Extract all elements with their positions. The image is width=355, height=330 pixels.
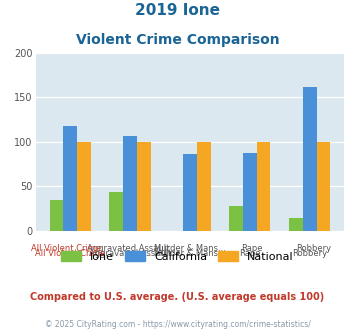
Bar: [303, 87, 317, 231]
Bar: [183, 154, 197, 231]
Bar: [137, 142, 151, 231]
Bar: [229, 206, 243, 231]
Text: © 2025 CityRating.com - https://www.cityrating.com/crime-statistics/: © 2025 CityRating.com - https://www.city…: [45, 320, 310, 329]
Bar: [77, 142, 91, 231]
Bar: [123, 136, 137, 231]
Bar: [50, 200, 63, 231]
Text: Murder & Mans...: Murder & Mans...: [154, 244, 226, 253]
Text: Robbery: Robbery: [292, 249, 327, 258]
Text: Aggravated Assault: Aggravated Assault: [87, 244, 169, 253]
Text: Robbery: Robbery: [296, 244, 331, 253]
Text: Aggravated Assault: Aggravated Assault: [89, 249, 171, 258]
Text: Murder & Mans...: Murder & Mans...: [154, 249, 226, 258]
Bar: [257, 142, 271, 231]
Text: 2019 Ione: 2019 Ione: [135, 3, 220, 18]
Bar: [289, 218, 303, 231]
Bar: [243, 153, 257, 231]
Legend: Ione, California, National: Ione, California, National: [57, 247, 298, 267]
Text: All Violent Crime: All Violent Crime: [35, 249, 105, 258]
Text: Violent Crime Comparison: Violent Crime Comparison: [76, 33, 279, 47]
Bar: [197, 142, 211, 231]
Bar: [63, 126, 77, 231]
Text: Compared to U.S. average. (U.S. average equals 100): Compared to U.S. average. (U.S. average …: [31, 292, 324, 302]
Bar: [317, 142, 330, 231]
Text: All Violent Crime: All Violent Crime: [31, 244, 102, 253]
Bar: [109, 192, 123, 231]
Text: Rape: Rape: [241, 244, 262, 253]
Text: Rape: Rape: [239, 249, 261, 258]
